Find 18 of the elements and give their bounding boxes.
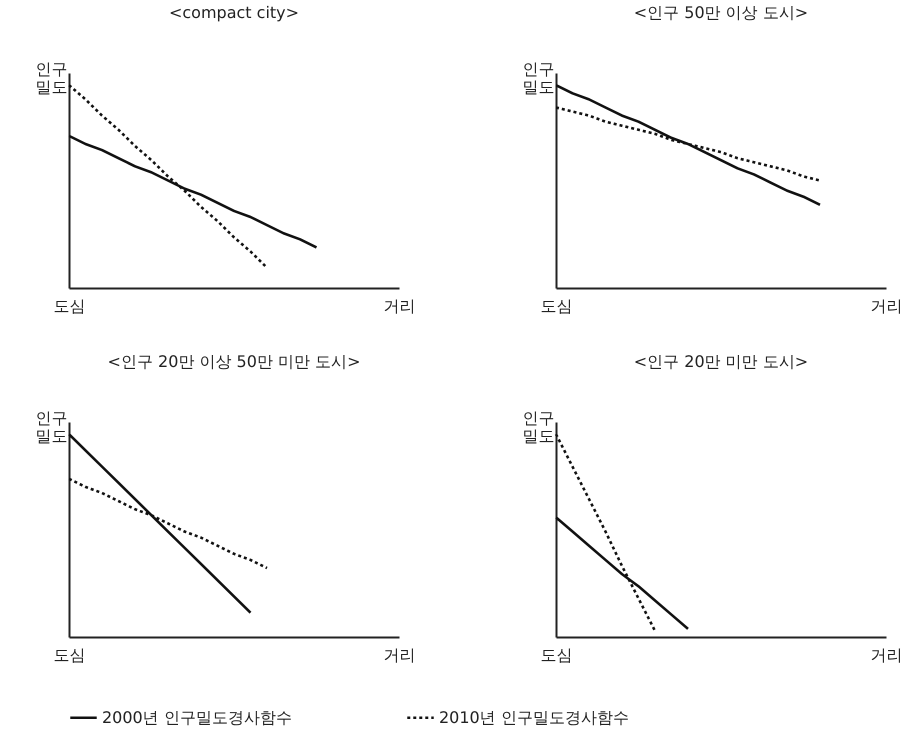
- x-tick-label: 도심: [540, 646, 572, 664]
- x-tick-label: 거리: [384, 646, 416, 664]
- x-tick-label: 거리: [870, 296, 902, 316]
- x-tick-label: 거리: [384, 296, 416, 316]
- chart-title: <인구 20만 미만 도시>: [634, 352, 808, 371]
- x-tick-label: 도심: [54, 296, 86, 316]
- chart-title: <인구 50만 이상 도시>: [634, 3, 808, 22]
- y-axis-title: 인구 밀도: [36, 408, 68, 446]
- legend-label: 2010년 인구밀도경사함수: [439, 708, 629, 727]
- x-tick-label: 도심: [540, 296, 572, 316]
- chart-title: <compact city>: [168, 3, 300, 22]
- y-axis-title: 인구 밀도: [522, 408, 554, 446]
- x-tick-label: 거리: [870, 646, 902, 664]
- chart-title: <인구 20만 이상 50만 미만 도시>: [108, 352, 360, 371]
- x-tick-label: 도심: [54, 646, 86, 664]
- legend-label: 2000년 인구밀도경사함수: [102, 708, 292, 727]
- y-axis-title: 인구 밀도: [522, 60, 554, 96]
- y-axis-title: 인구 밀도: [36, 60, 68, 96]
